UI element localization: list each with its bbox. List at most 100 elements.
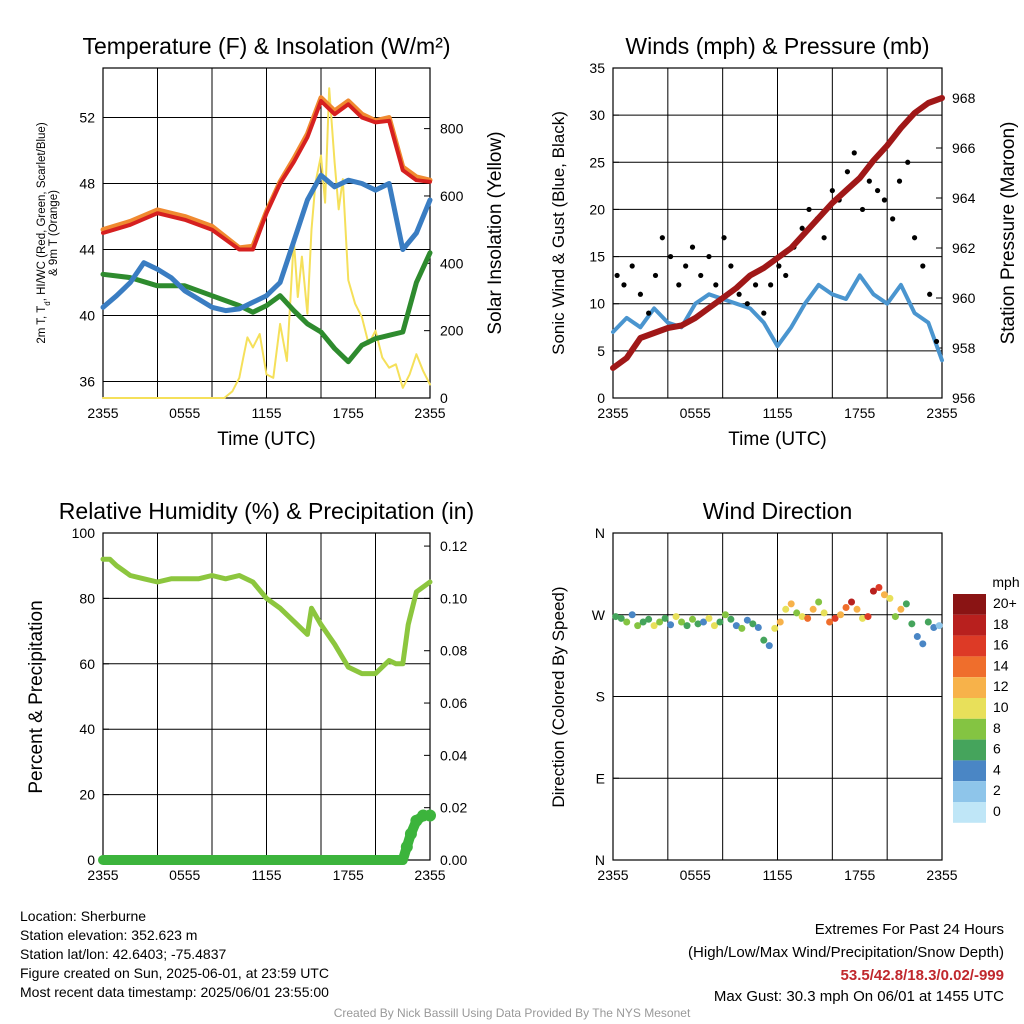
x-tick-label: 1755	[333, 405, 364, 421]
gust-point	[683, 263, 689, 269]
recent-text: Most recent data timestamp: 2025/06/01 2…	[20, 984, 329, 1000]
legend-swatch	[953, 614, 986, 636]
direction-point	[727, 615, 735, 623]
direction-point	[858, 614, 866, 622]
direction-point	[721, 611, 729, 619]
direction-point	[678, 618, 686, 626]
legend-label: 2	[993, 782, 1001, 798]
legend-label: 20+	[993, 595, 1017, 611]
x-tick-label: 0555	[169, 867, 200, 883]
x-tick-label: 0555	[169, 405, 200, 421]
direction-point	[743, 616, 751, 624]
y-tick-label: 52	[79, 110, 95, 126]
x-axis-label: Time (UTC)	[728, 429, 827, 450]
direction-point	[628, 611, 636, 619]
direction-point	[891, 613, 899, 621]
direction-point	[930, 623, 938, 631]
gust-point	[721, 235, 727, 241]
y2-tick-label: 200	[440, 323, 464, 339]
y-tick-label: N	[595, 852, 605, 868]
sustained-wind-line	[611, 273, 944, 363]
y-tick-label: 100	[72, 525, 96, 541]
x-tick-label: 0555	[680, 867, 711, 883]
gust-point	[621, 282, 627, 288]
x-tick-label: 1755	[844, 867, 875, 883]
plot-frame	[612, 67, 943, 399]
direction-point	[908, 620, 916, 628]
gust-point	[728, 263, 734, 269]
direction-point	[826, 618, 834, 626]
credit-text: Created By Nick Bassill Using Data Provi…	[333, 1006, 691, 1020]
y-tick-label: 80	[79, 590, 95, 606]
y2-tick-label: 962	[952, 240, 976, 256]
direction-point	[656, 618, 664, 626]
x-tick-label: 2355	[926, 405, 957, 421]
direction-point	[661, 614, 669, 622]
direction-point	[760, 636, 768, 644]
y-axis-label-part: 2m T, T	[36, 306, 48, 344]
y-tick-label: 20	[79, 787, 95, 803]
legend-label: 4	[993, 761, 1001, 777]
direction-point	[924, 618, 932, 626]
y-tick-label: 15	[589, 249, 605, 265]
gust-point	[905, 159, 911, 165]
legend-label: 8	[993, 720, 1001, 736]
direction-point	[672, 613, 680, 621]
legend-label: 10	[993, 699, 1009, 715]
x-tick-label: 2355	[926, 867, 957, 883]
y-axis-label-line2: & 9m T (Orange)	[48, 190, 60, 276]
direction-point	[699, 618, 707, 626]
legend-swatch	[953, 781, 986, 802]
y2-tick-label: 964	[952, 190, 976, 206]
legend-swatch	[953, 677, 986, 698]
precipitation-point	[400, 840, 413, 853]
direction-point	[754, 623, 762, 631]
latlon-text: Station lat/lon: 42.6403; -75.4837	[20, 946, 227, 962]
max-gust-text: Max Gust: 30.3 mph On 06/01 at 1455 UTC	[713, 988, 1004, 1005]
panel-3: 2355 0555 1155 1755 23550204060801000.000.02…	[26, 498, 474, 883]
precipitation-point	[424, 809, 436, 822]
y-tick-label: 30	[589, 107, 605, 123]
y2-tick-label: 600	[440, 188, 464, 204]
gust-point	[881, 197, 888, 203]
gust-point	[859, 206, 866, 213]
direction-point	[710, 622, 718, 630]
direction-point	[897, 605, 905, 613]
legend-label: 12	[993, 678, 1009, 694]
gust-point	[821, 235, 827, 241]
gust-point	[706, 253, 712, 260]
gust-point	[806, 206, 812, 213]
y2-tick-label: 0.02	[440, 800, 467, 816]
y-tick-label: E	[596, 770, 605, 786]
y-axis-label-part: d	[43, 301, 52, 305]
chart-title: Temperature (F) & Insolation (W/m²)	[82, 33, 450, 59]
y-tick-label: 10	[589, 296, 605, 312]
y2-tick-label: 0.12	[440, 538, 467, 554]
y-tick-label: 36	[79, 374, 95, 390]
x-axis-label: Time (UTC)	[217, 429, 316, 450]
legend-swatch	[953, 698, 986, 719]
direction-point	[765, 642, 773, 650]
gust-point	[698, 272, 704, 279]
y-tick-label: 0	[87, 852, 95, 868]
direction-point	[864, 613, 872, 621]
direction-point	[738, 624, 746, 632]
x-tick-label: 1155	[251, 405, 281, 421]
gust-point	[874, 187, 881, 194]
gust-point	[752, 282, 759, 288]
direction-point	[848, 598, 856, 606]
direction-point	[667, 621, 675, 629]
direction-point	[787, 600, 795, 608]
y-tick-label: 40	[79, 721, 95, 737]
x-tick-label: 1155	[762, 867, 792, 883]
plot-frame	[612, 532, 943, 861]
x-tick-label: 2355	[87, 867, 118, 883]
extremes-block: Extremes For Past 24 Hours (High/Low/Max…	[688, 918, 1004, 1007]
y-tick-label: 5	[597, 343, 605, 359]
y2-tick-label: 956	[952, 390, 976, 406]
x-tick-label: 2355	[597, 405, 628, 421]
direction-point	[853, 605, 861, 613]
direction-point	[650, 622, 658, 630]
